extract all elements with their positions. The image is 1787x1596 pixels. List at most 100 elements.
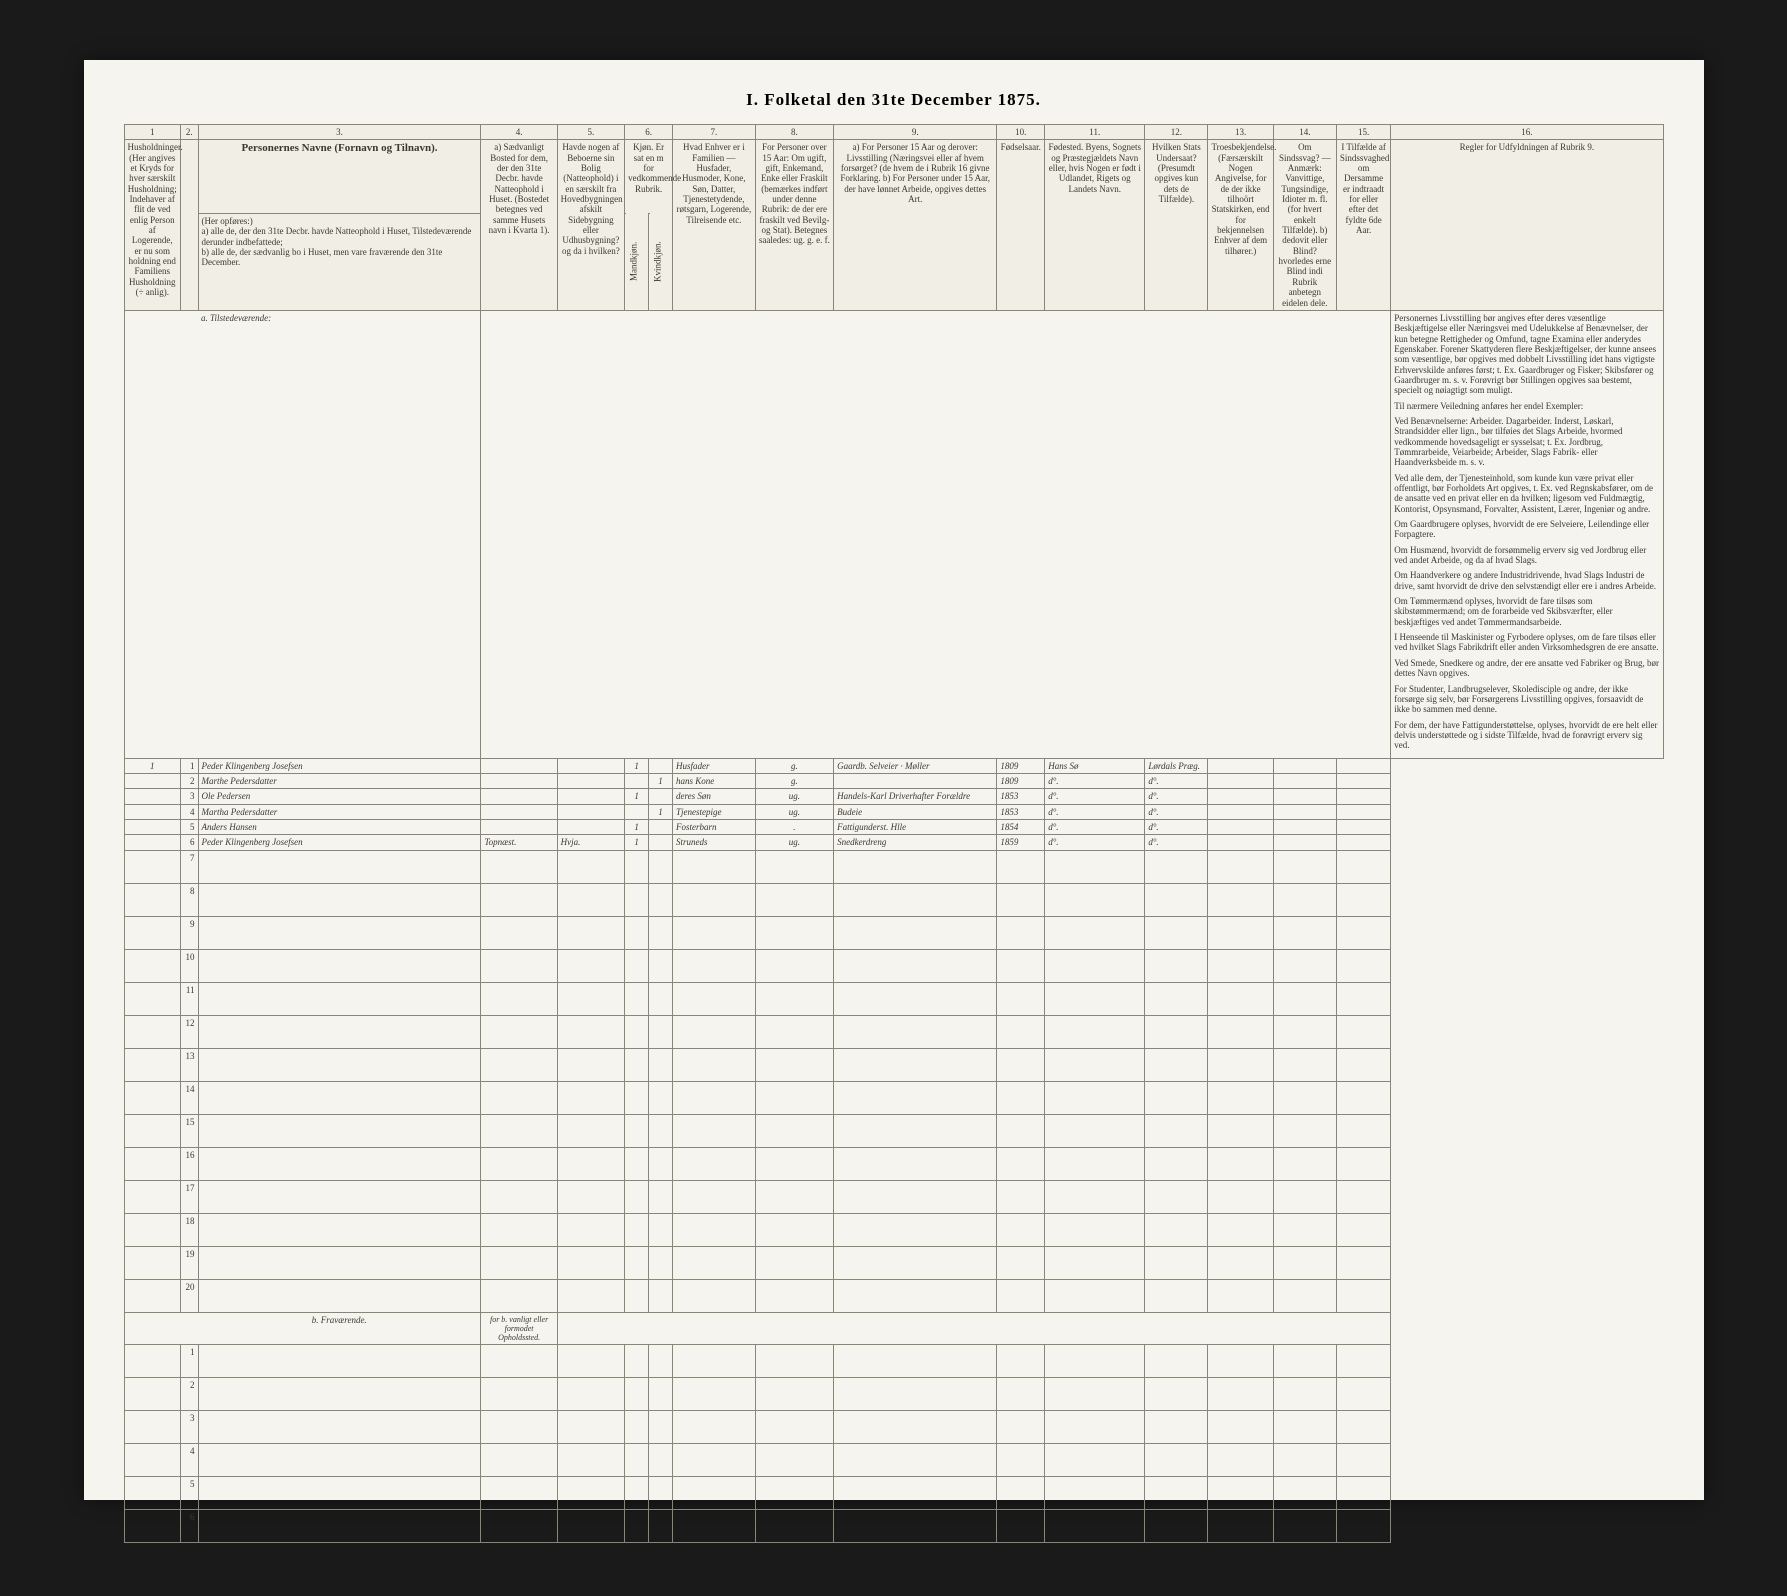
cell-m [625, 804, 649, 819]
cell-civ: . [755, 819, 833, 834]
cell-year: 1853 [997, 804, 1045, 819]
cell-c5: Hvja. [557, 835, 624, 850]
cell-occ: Snedkerdreng [834, 835, 997, 850]
header-c1: Husholdninger. (Her angives et Kryds for… [124, 140, 181, 311]
cell-c4 [481, 819, 557, 834]
column-number-row: 1 2. 3. 4. 5. 6. 7. 8. 9. 10. 11. 12. 13… [124, 125, 1663, 140]
table-row-empty: 12 [124, 1015, 1663, 1048]
cell-c13 [1208, 789, 1273, 804]
cell-c14 [1273, 804, 1336, 819]
cell-rel: deres Søn [673, 789, 756, 804]
header-c2 [181, 140, 198, 311]
cell-c5 [557, 758, 624, 773]
cell-civ: ug. [755, 789, 833, 804]
cell-hh [124, 835, 181, 850]
cell-name: Marthe Pedersdatter [198, 773, 481, 788]
table-row-empty: 16 [124, 1147, 1663, 1180]
table-row: 5Anders Hansen1Fosterbarn.Fattigunderst.… [124, 819, 1663, 834]
cell-m: 1 [625, 835, 649, 850]
header-c11: Fødested. Byens, Sognets og Præstegjælde… [1045, 140, 1145, 311]
cell-c14 [1273, 835, 1336, 850]
table-row-empty: 17 [124, 1180, 1663, 1213]
cell-k: 1 [649, 804, 673, 819]
table-row-empty: 13 [124, 1048, 1663, 1081]
header-c3-title: Personernes Navne (Fornavn og Tilnavn). [198, 140, 481, 214]
cell-c5 [557, 819, 624, 834]
cell-m: 1 [625, 789, 649, 804]
table-row: 6Peder Klingenberg JosefsenTopnæst.Hvja.… [124, 835, 1663, 850]
cell-n: 4 [181, 804, 198, 819]
cell-hh [124, 789, 181, 804]
colnum: 15. [1336, 125, 1390, 140]
cell-name: Peder Klingenberg Josefsen [198, 835, 481, 850]
rules-paragraph: Ved Benævnelserne: Arbeider. Dagarbeider… [1394, 416, 1659, 468]
cell-year: 1809 [997, 773, 1045, 788]
cell-c13 [1208, 835, 1273, 850]
cell-civ: g. [755, 758, 833, 773]
colnum: 16. [1391, 125, 1663, 140]
cell-year: 1859 [997, 835, 1045, 850]
data-rows: 11Peder Klingenberg Josefsen1Husfaderg.G… [124, 758, 1663, 850]
empty-rows-a: 7891011121314151617181920 [124, 850, 1663, 1312]
table-row-empty: 2 [124, 1378, 1663, 1411]
table-row-empty: 5 [124, 1477, 1663, 1510]
table-row-empty: 1 [124, 1345, 1663, 1378]
section-b-col4: for b. vanligt eller formodet Opholdsste… [481, 1312, 557, 1345]
table-row: 4Martha Pedersdatter1Tjenestepigeug.Bude… [124, 804, 1663, 819]
cell-state: d°. [1145, 773, 1208, 788]
cell-n: 6 [181, 835, 198, 850]
colnum: 8. [755, 125, 833, 140]
cell-hh [124, 773, 181, 788]
cell-n: 2 [181, 773, 198, 788]
cell-c13 [1208, 804, 1273, 819]
cell-civ: ug. [755, 804, 833, 819]
header-c8: For Personer over 15 Aar: Om ugift, gift… [755, 140, 833, 311]
header-c9: a) For Personer 15 Aar og derover: Livss… [834, 140, 997, 311]
header-c7: Hvad Enhver er i Familien — Husfader, Hu… [673, 140, 756, 311]
page-title: I. Folketal den 31te December 1875. [124, 90, 1664, 110]
rules-paragraph: Om Husmænd, hvorvidt de forsømmelig erve… [1394, 545, 1659, 566]
cell-state: Lørdals Præg. [1145, 758, 1208, 773]
table-row-empty: 3 [124, 1411, 1663, 1444]
cell-year: 1854 [997, 819, 1045, 834]
cell-civ: g. [755, 773, 833, 788]
cell-year: 1853 [997, 789, 1045, 804]
cell-occ: Budeie [834, 804, 997, 819]
cell-c13 [1208, 758, 1273, 773]
colnum: 7. [673, 125, 756, 140]
rules-paragraph: For dem, der have Fattigunderstøttelse, … [1394, 720, 1659, 751]
cell-c4 [481, 758, 557, 773]
table-row-empty: 7 [124, 850, 1663, 883]
colnum: 4. [481, 125, 557, 140]
colnum: 6. [625, 125, 673, 140]
rules-paragraph: Om Haandverkere og andere Industridriven… [1394, 570, 1659, 591]
cell-c4 [481, 804, 557, 819]
cell-occ: Handels-Karl Driverhafter Forældre [834, 789, 997, 804]
header-c15: I Tilfælde af Sindssvaghed om Dersamme e… [1336, 140, 1390, 311]
table-row-empty: 19 [124, 1246, 1663, 1279]
empty-rows-b: 123456 [124, 1345, 1663, 1543]
cell-rel: Tjenestepige [673, 804, 756, 819]
census-page: I. Folketal den 31te December 1875. 1 2.… [84, 60, 1704, 1500]
cell-k: 1 [649, 773, 673, 788]
cell-rel: Husfader [673, 758, 756, 773]
cell-k [649, 819, 673, 834]
cell-n: 3 [181, 789, 198, 804]
cell-hh [124, 804, 181, 819]
cell-place: d°. [1045, 819, 1145, 834]
cell-name: Anders Hansen [198, 819, 481, 834]
section-b-label: b. Fraværende. [198, 1312, 481, 1345]
cell-place: Hans Sø [1045, 758, 1145, 773]
table-row: 3Ole Pedersen1deres Sønug.Handels-Karl D… [124, 789, 1663, 804]
table-row-empty: 18 [124, 1213, 1663, 1246]
table-row-empty: 11 [124, 982, 1663, 1015]
cell-place: d°. [1045, 804, 1145, 819]
cell-k [649, 789, 673, 804]
cell-place: d°. [1045, 835, 1145, 850]
header-c6-m: Mandkjøn. [625, 213, 649, 310]
colnum: 9. [834, 125, 997, 140]
cell-state: d°. [1145, 835, 1208, 850]
table-row-empty: 8 [124, 883, 1663, 916]
cell-civ: ug. [755, 835, 833, 850]
cell-c15 [1336, 819, 1390, 834]
